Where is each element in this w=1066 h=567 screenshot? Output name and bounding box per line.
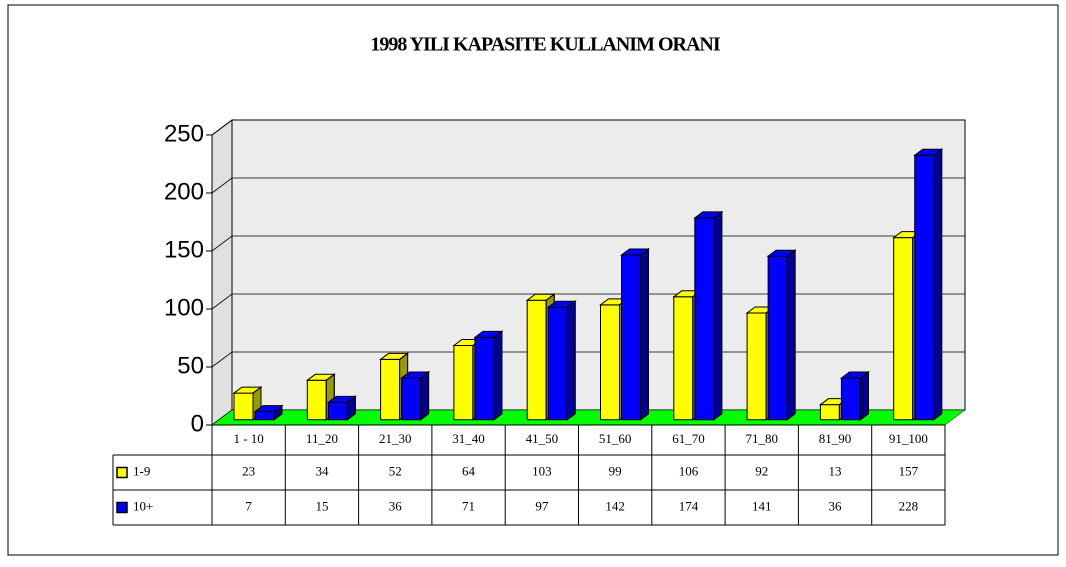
x-tick-label: 31_40 [452,431,485,446]
bar-front [526,299,547,421]
bar-side-shade [420,370,430,421]
bar-front [600,304,620,421]
table-value: 34 [315,463,329,478]
bar-side-shade [566,300,576,421]
legend-label: 1-9 [133,463,150,478]
table-value: 15 [315,498,328,513]
x-tick-label: 61_70 [672,431,705,446]
bar-side-shade [273,404,283,421]
x-tick-label: 41_50 [526,431,559,446]
bar-front [306,379,327,421]
bar-side-shade [346,395,356,421]
bar-front [453,345,474,421]
table-value: 92 [755,463,768,478]
table-value: 228 [899,498,919,513]
x-tick-label: 11_20 [306,431,338,446]
grid-line [211,119,965,136]
bar-front [673,296,694,421]
side-wall [211,119,233,426]
table-value: 36 [829,498,843,513]
y-tick-label: 200 [164,178,204,205]
bar-front [767,255,788,421]
y-tick-label: 100 [164,294,204,321]
grid-line [211,177,965,194]
bar-front [254,411,275,421]
table-value: 142 [605,498,625,513]
bar-side-shade [493,330,503,421]
bar-front [694,217,715,421]
legend-swatch [116,501,128,514]
bar-front [746,312,767,421]
table-value: 103 [532,463,552,478]
table-value: 106 [679,463,699,478]
table-value: 13 [829,463,842,478]
bar-front [327,401,348,421]
bar-side-shade [640,248,649,421]
legend-label: 10+ [133,498,153,513]
table-value: 99 [609,463,622,478]
table-value: 64 [462,463,476,478]
y-tick-label: 250 [164,120,204,147]
bar-front [233,392,254,421]
bar-front [914,154,935,421]
table-value: 7 [245,498,252,513]
y-tick-label: 0 [191,410,204,437]
bar-side-shade [859,370,869,421]
bar-front [547,306,568,421]
table-value: 141 [752,498,772,513]
back-wall [231,119,966,411]
bar-front [819,404,840,421]
table-value: 157 [899,463,919,478]
y-tick-label: 150 [164,236,204,263]
bar-front [893,237,914,421]
x-tick-label: 71_80 [746,431,779,446]
bar-side-shade [786,249,796,421]
bar-side-shade [933,148,943,421]
bar-front [401,377,422,421]
x-tick-label: 81_90 [819,431,852,446]
bar-front [621,254,641,421]
table-value: 71 [462,498,475,513]
x-tick-label: 91_100 [889,431,928,446]
table-value: 36 [389,498,403,513]
bar-front [474,336,495,421]
table-value: 23 [242,463,255,478]
table-value: 174 [679,498,699,513]
table-value: 97 [535,498,549,513]
bar-front [840,377,861,421]
x-tick-label: 1 - 10 [233,431,263,446]
table-value: 52 [389,463,402,478]
x-tick-label: 51_60 [599,431,632,446]
bar-front [380,358,401,421]
bar-side-shade [713,210,723,421]
legend-swatch [116,466,128,479]
chart-title: 1998 YILI KAPASITE KULLANIM ORANI [370,34,720,56]
x-tick-label: 21_30 [379,431,412,446]
y-tick-label: 50 [177,352,204,379]
